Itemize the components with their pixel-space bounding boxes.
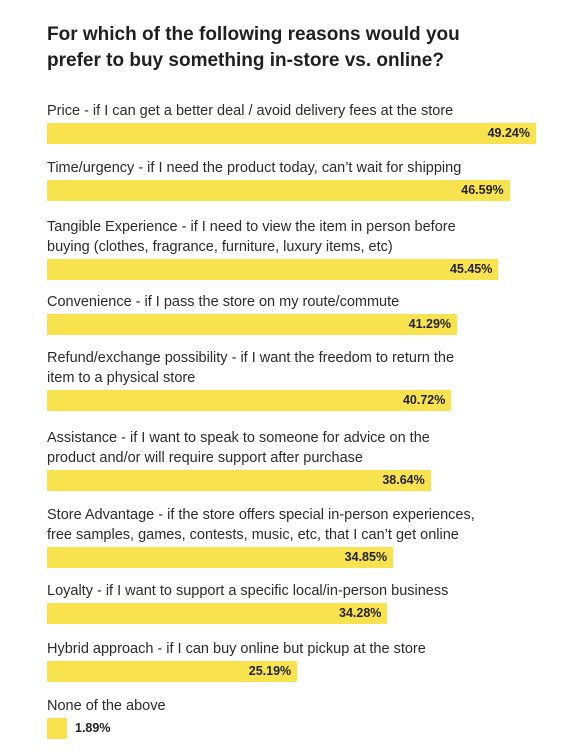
bar-value-label: 25.19% (248, 664, 292, 678)
bar-value-label: 45.45% (449, 262, 493, 276)
bar-row: Price - if I can get a better deal / avo… (47, 101, 547, 144)
bar-row: None of the above 1.89% (47, 696, 547, 739)
bar-row: Time/urgency - if I need the product tod… (47, 158, 547, 201)
bar-row: Hybrid approach - if I can buy online bu… (47, 639, 547, 682)
bar-value-label: 1.89% (75, 721, 111, 735)
bar-value-label: 49.24% (487, 126, 530, 140)
bar: 41.29% (47, 314, 458, 335)
bar-category-label: Convenience - if I pass the store on my … (47, 294, 400, 310)
bar-value-label: 38.64% (382, 473, 425, 487)
bar-category-label: Hybrid approach - if I can buy online bu… (47, 641, 426, 657)
bar: 46.59% (47, 180, 510, 201)
bar: 25.19% (47, 661, 298, 682)
bar-row: Loyalty - if I want to support a specifi… (47, 581, 547, 624)
bar: 45.45% (47, 259, 499, 280)
bar: 34.85% (47, 547, 394, 568)
bar-row: Store Advantage - if the store offers sp… (47, 505, 547, 568)
bar: 1.89% (47, 718, 110, 739)
bar-row: Refund/exchange possibility - if I want … (47, 348, 547, 411)
bar-category-label: Refund/exchange possibility - if I want … (47, 350, 455, 386)
bar: 38.64% (47, 470, 431, 491)
bar-category-label: Loyalty - if I want to support a specifi… (47, 583, 449, 599)
bar-value-label: 46.59% (461, 183, 504, 197)
bar-value-label: 34.28% (339, 606, 382, 620)
bar-value-label: 40.72% (402, 393, 446, 407)
bar: 40.72% (47, 390, 452, 411)
bar-category-label: Time/urgency - if I need the product tod… (47, 160, 462, 176)
bar-category-label: Assistance - if I want to speak to someo… (47, 430, 430, 466)
bar-value-label: 41.29% (408, 317, 452, 331)
bar-row: Assistance - if I want to speak to someo… (47, 428, 547, 491)
bar-row: Tangible Experience - if I need to view … (47, 217, 547, 280)
bar-category-label: Store Advantage - if the store offers sp… (47, 507, 475, 543)
bar: 34.28% (47, 603, 388, 624)
bar-category-label: None of the above (47, 698, 166, 714)
bar-category-label: Price - if I can get a better deal / avo… (47, 103, 454, 119)
bar-category-label: Tangible Experience - if I need to view … (47, 219, 456, 255)
chart-title-line-1: For which of the following reasons would… (47, 24, 460, 45)
chart-title: For which of the following reasons would… (47, 22, 547, 74)
bar-value-label: 34.85% (344, 550, 388, 564)
bar: 49.24% (47, 123, 536, 144)
bar-row: Convenience - if I pass the store on my … (47, 292, 547, 335)
chart-title-line-2: prefer to buy something in-store vs. onl… (47, 50, 444, 71)
